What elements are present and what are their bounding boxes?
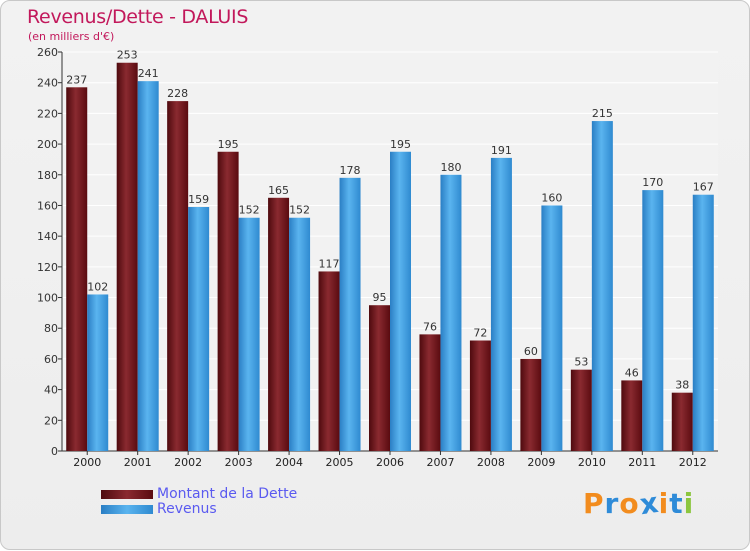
y-tick-label: 260 [37,46,58,59]
data-label-dette-2006: 95 [373,291,387,304]
y-tick-label: 100 [37,292,58,305]
bar-revenus-2001 [137,81,159,452]
data-label-revenus-2000: 102 [87,280,108,293]
bar-dette-2000 [66,87,88,452]
bar-dette-2008 [469,340,491,451]
data-label-revenus-2005: 178 [340,164,361,177]
bar-revenus-2004 [289,217,311,451]
y-tick-label: 20 [44,414,58,427]
y-tick-label: 0 [51,445,58,458]
x-tick-label-2009: 2009 [527,456,555,469]
bar-dette-2007 [419,334,441,451]
y-tick-label: 40 [44,384,58,397]
data-label-dette-2010: 53 [574,356,588,369]
bar-revenus-2006 [390,151,411,451]
bar-dette-2003 [217,151,239,451]
data-label-revenus-2006: 195 [390,138,411,151]
data-label-revenus-2007: 180 [440,161,461,174]
x-tick-label-2004: 2004 [275,456,303,469]
bar-revenus-2009 [541,205,563,451]
logo-letter: t [669,487,684,520]
y-tick-label: 240 [37,77,58,90]
data-label-revenus-2008: 191 [491,144,512,157]
bar-revenus-2000 [87,294,109,451]
x-tick-label-2005: 2005 [326,456,354,469]
logo-letter: i [658,487,670,520]
y-tick-label: 80 [44,322,58,335]
y-tick-label: 60 [44,353,58,366]
data-label-dette-2001: 253 [117,49,138,62]
x-tick-label-2011: 2011 [628,456,656,469]
bar-dette-2002 [167,101,189,451]
data-label-revenus-2012: 167 [693,181,714,194]
x-tick-label-2008: 2008 [477,456,505,469]
x-tick-label-2003: 2003 [225,456,253,469]
logo-letter: r [604,487,620,520]
data-label-revenus-2009: 160 [541,191,562,204]
logo-letter: o [619,487,640,520]
data-label-dette-2005: 117 [319,257,340,270]
x-tick-label-2007: 2007 [426,456,454,469]
data-label-revenus-2002: 159 [188,193,209,206]
bar-revenus-2003 [238,217,260,451]
x-tick-label-2006: 2006 [376,456,404,469]
data-label-dette-2011: 46 [625,366,639,379]
chart-subtitle: (en milliers d'€) [28,30,115,43]
bar-dette-2009 [520,358,542,451]
x-tick-label-2010: 2010 [578,456,606,469]
bar-dette-2012 [671,392,693,451]
legend-swatch-revenus [101,505,153,514]
legend-label-dette: Montant de la Dette [157,486,298,502]
data-label-dette-2007: 76 [423,320,437,333]
logo-letter: i [683,487,695,520]
data-label-revenus-2001: 241 [138,67,159,80]
data-label-dette-2000: 237 [66,73,87,86]
x-tick-label-2001: 2001 [124,456,152,469]
bar-dette-2006 [369,305,390,451]
bar-dette-2011 [621,380,643,451]
bar-revenus-2007 [440,174,462,451]
data-label-revenus-2011: 170 [642,176,663,189]
legend-label-revenus: Revenus [157,501,217,517]
x-tick-label-2002: 2002 [174,456,202,469]
bar-revenus-2002 [188,206,210,451]
bar-revenus-2012 [692,194,714,451]
y-tick-label: 220 [37,107,58,120]
bar-dette-2004 [268,197,290,451]
data-label-revenus-2003: 152 [239,204,260,217]
bar-dette-2005 [318,271,340,451]
data-label-dette-2003: 195 [218,138,239,151]
y-tick-label: 200 [37,138,58,151]
bar-revenus-2008 [490,157,512,451]
data-label-dette-2008: 72 [473,327,487,340]
bar-dette-2001 [116,62,138,451]
y-tick-label: 160 [37,199,58,212]
logo-letter: x [637,485,661,522]
data-label-dette-2002: 228 [167,87,188,100]
bar-dette-2010 [570,369,592,451]
y-tick-label: 120 [37,261,58,274]
x-tick-label-2000: 2000 [73,456,101,469]
chart-title: Revenus/Dette - DALUIS [27,6,249,28]
y-tick-label: 140 [37,230,58,243]
y-tick-label: 180 [37,169,58,182]
data-label-dette-2009: 60 [524,345,538,358]
proxiti-logo: Proxiti [583,485,695,522]
data-label-revenus-2004: 152 [289,204,310,217]
bar-revenus-2010 [591,121,613,452]
bar-revenus-2011 [642,190,664,451]
data-label-dette-2012: 38 [675,379,689,392]
logo-letter: P [583,487,605,520]
x-tick-label-2012: 2012 [679,456,707,469]
data-label-dette-2004: 165 [268,184,289,197]
data-label-revenus-2010: 215 [592,107,613,120]
bar-revenus-2005 [339,177,361,452]
legend-swatch-dette [101,490,153,499]
